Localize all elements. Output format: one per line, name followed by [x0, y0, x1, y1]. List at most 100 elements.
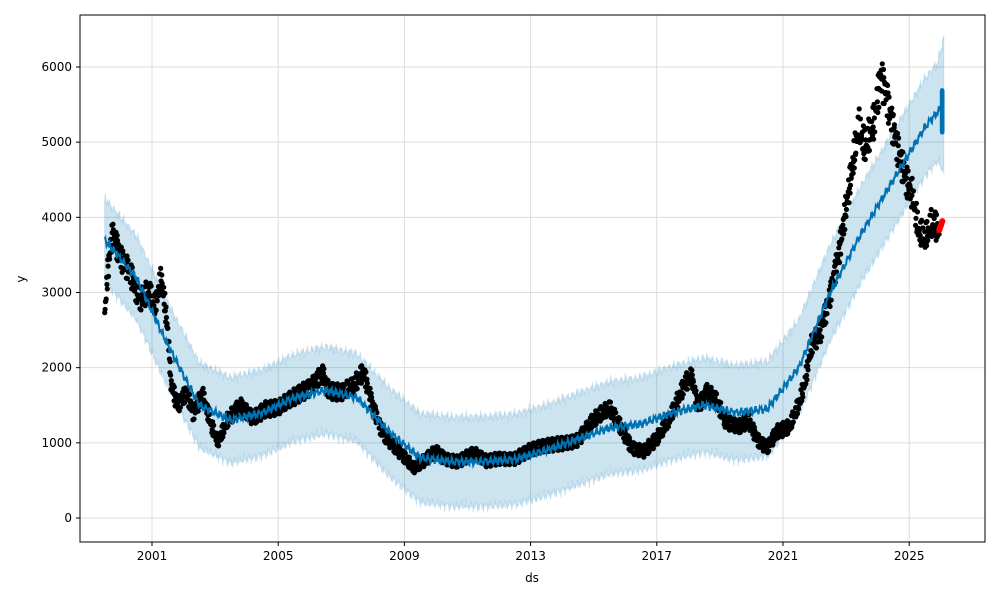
- observed-point: [799, 398, 805, 404]
- observed-point: [931, 215, 937, 222]
- observed-point: [191, 416, 197, 422]
- observed-point: [478, 449, 484, 455]
- observed-point: [216, 443, 222, 449]
- observed-point: [163, 304, 169, 310]
- observed-point: [872, 129, 878, 135]
- observed-point: [900, 149, 906, 155]
- observed-point: [158, 265, 164, 271]
- observed-point: [125, 257, 131, 263]
- observed-point: [154, 298, 160, 304]
- observed-point: [105, 263, 111, 269]
- forecast-future-range: [939, 88, 945, 135]
- observed-point: [168, 372, 174, 378]
- observed-point: [406, 454, 412, 460]
- observed-point: [138, 307, 144, 313]
- observed-point: [120, 248, 126, 254]
- observed-point: [843, 206, 850, 212]
- observed-point: [847, 190, 853, 196]
- observed-point: [828, 297, 834, 303]
- observed-point: [114, 232, 120, 238]
- observed-point: [857, 116, 864, 122]
- observed-point: [843, 214, 849, 220]
- observed-point: [161, 284, 167, 290]
- observed-points: [102, 61, 942, 476]
- uncertainty-band: [104, 35, 945, 513]
- observed-point: [840, 222, 846, 228]
- observed-point: [766, 448, 772, 454]
- observed-point: [146, 289, 152, 295]
- observed-point: [115, 258, 121, 264]
- observed-point: [402, 450, 408, 456]
- observed-point: [201, 390, 207, 396]
- observed-point: [852, 157, 858, 163]
- observed-point: [871, 136, 877, 142]
- observed-point: [607, 399, 614, 405]
- observed-point: [817, 327, 823, 333]
- actual-future-points: [936, 218, 946, 234]
- observed-point: [770, 442, 776, 448]
- observed-point: [839, 236, 845, 242]
- observed-point: [693, 388, 699, 394]
- x-tick-label: 2005: [263, 549, 294, 563]
- observed-point: [103, 296, 109, 302]
- observed-point: [879, 61, 885, 67]
- observed-point: [159, 272, 165, 278]
- x-tick-label: 2001: [137, 549, 168, 563]
- observed-point: [163, 314, 169, 321]
- y-tick-label: 2000: [41, 361, 72, 375]
- observed-point: [188, 398, 194, 404]
- y-axis-label: y: [14, 275, 28, 282]
- observed-point: [917, 232, 923, 238]
- observed-point: [903, 175, 910, 181]
- observed-point: [167, 359, 173, 365]
- observed-point: [220, 434, 226, 440]
- observed-point: [869, 119, 875, 125]
- observed-point: [646, 449, 652, 455]
- y-tick-label: 4000: [41, 210, 72, 224]
- observed-point: [804, 372, 810, 378]
- observed-point: [896, 135, 902, 141]
- observed-point: [827, 303, 833, 310]
- observed-point: [850, 170, 856, 176]
- grid-lines: [80, 15, 985, 542]
- observed-point: [800, 394, 806, 400]
- observed-point: [613, 410, 619, 416]
- observed-point: [813, 345, 820, 351]
- forecast-line: [103, 99, 945, 470]
- observed-point: [737, 429, 743, 435]
- observed-point: [124, 253, 130, 259]
- axis-ticks: 2001 2005 2009 2013 2017 2021 2025 0 1000 2000 300…: [41, 60, 924, 563]
- observed-point: [110, 221, 116, 227]
- observed-point: [924, 218, 930, 225]
- y-tick-label: 3000: [41, 285, 72, 299]
- observed-point: [104, 286, 110, 292]
- observed-point: [354, 386, 360, 392]
- x-tick-label: 2025: [894, 549, 925, 563]
- observed-point: [809, 350, 815, 356]
- observed-point: [704, 381, 710, 387]
- observed-point: [148, 283, 154, 289]
- observed-point: [885, 82, 891, 88]
- observed-point: [860, 123, 867, 129]
- observed-point: [221, 430, 227, 436]
- y-tick-label: 6000: [41, 60, 72, 74]
- observed-point: [368, 390, 374, 396]
- observed-point: [364, 376, 370, 382]
- observed-point: [936, 231, 942, 237]
- observed-point: [689, 372, 695, 378]
- observed-point: [796, 406, 802, 412]
- observed-point: [713, 391, 720, 397]
- observed-point: [886, 94, 892, 100]
- observed-point: [895, 143, 901, 149]
- observed-point: [211, 422, 217, 428]
- observed-point: [363, 369, 369, 375]
- observed-point: [910, 188, 917, 194]
- observed-point: [617, 416, 623, 422]
- observed-point: [124, 275, 130, 282]
- x-tick-label: 2013: [515, 549, 546, 563]
- observed-point: [913, 200, 920, 206]
- observed-point: [708, 384, 714, 390]
- observed-point: [928, 206, 934, 213]
- observed-point: [924, 243, 930, 249]
- y-tick-label: 0: [64, 511, 72, 525]
